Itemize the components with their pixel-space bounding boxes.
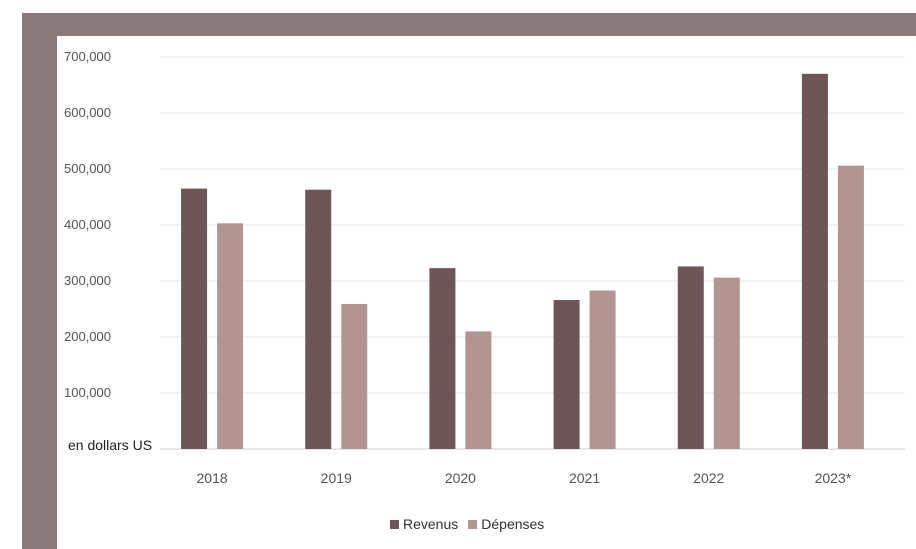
x-tick-label: 2021 bbox=[569, 470, 600, 486]
bar-depenses bbox=[589, 290, 616, 449]
bar-depenses bbox=[713, 277, 740, 449]
legend-item-revenus: Revenus bbox=[390, 516, 458, 532]
bar-depenses bbox=[837, 165, 864, 449]
x-tick-label: 2019 bbox=[321, 470, 352, 486]
legend-label-depenses: Dépenses bbox=[481, 516, 545, 532]
y-tick-label: 100,000 bbox=[64, 385, 111, 400]
bar-depenses bbox=[341, 303, 368, 449]
legend-swatch-depenses bbox=[468, 519, 478, 529]
y-tick-label: 500,000 bbox=[64, 161, 111, 176]
unit-label: en dollars US bbox=[68, 437, 153, 453]
bar-revenus bbox=[181, 188, 208, 449]
bar-depenses bbox=[217, 223, 244, 449]
x-tick-label: 2018 bbox=[197, 470, 228, 486]
y-tick-label: 600,000 bbox=[64, 105, 111, 120]
legend-swatch-revenus bbox=[390, 519, 399, 529]
x-tick-label: 2023* bbox=[815, 470, 852, 486]
y-tick-label: 300,000 bbox=[64, 273, 111, 288]
legend-item-depenses: Dépenses bbox=[468, 516, 544, 532]
x-tick-label: 2020 bbox=[445, 470, 476, 486]
bar-revenus bbox=[801, 73, 828, 450]
x-tick-label: 2022 bbox=[693, 470, 724, 486]
legend: Revenus Dépenses bbox=[390, 516, 554, 532]
bar-revenus bbox=[553, 300, 580, 449]
legend-label-revenus: Revenus bbox=[403, 516, 459, 532]
bar-depenses bbox=[465, 331, 492, 449]
bar-revenus bbox=[429, 268, 456, 449]
frame-left-border bbox=[22, 13, 57, 549]
bar-revenus bbox=[305, 189, 332, 449]
frame-top-border bbox=[22, 13, 916, 36]
y-tick-label: 400,000 bbox=[64, 217, 111, 232]
y-tick-label: 700,000 bbox=[64, 49, 111, 64]
bar-revenus bbox=[677, 266, 704, 449]
y-tick-label: 200,000 bbox=[64, 329, 111, 344]
